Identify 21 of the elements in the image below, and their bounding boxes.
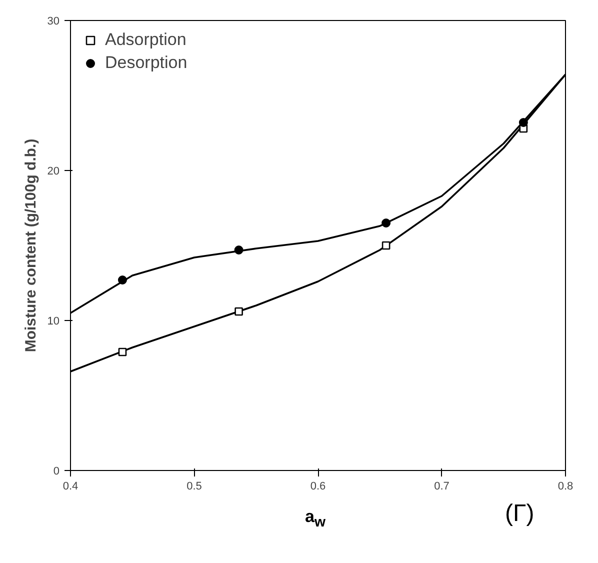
- y-tick-label: 0: [53, 466, 60, 478]
- x-axis-title: a$_{w}$: [305, 506, 326, 532]
- x-tick-label: 0.5: [186, 480, 202, 492]
- point: [382, 218, 391, 228]
- y-tick-label: 20: [47, 166, 60, 178]
- point: [382, 241, 390, 250]
- text: (Γ): [505, 499, 534, 529]
- y-axis-title: Moisture content (g/100g d.b.): [22, 138, 40, 352]
- x-tick-label: 0.6: [310, 480, 326, 492]
- legend-label: Adsorption: [105, 30, 186, 50]
- x-tick-label: 0.4: [62, 480, 78, 492]
- point: [234, 307, 243, 316]
- point: [234, 246, 244, 254]
- x-tick-label: 0.8: [558, 480, 574, 492]
- point: [118, 276, 127, 284]
- y-tick-label: 30: [47, 16, 60, 28]
- y-tick-label: 10: [47, 316, 60, 328]
- x-tick-label: 0.7: [434, 480, 450, 492]
- point: [118, 348, 127, 356]
- point: [518, 118, 528, 127]
- legend-label: Desorption: [105, 53, 188, 73]
